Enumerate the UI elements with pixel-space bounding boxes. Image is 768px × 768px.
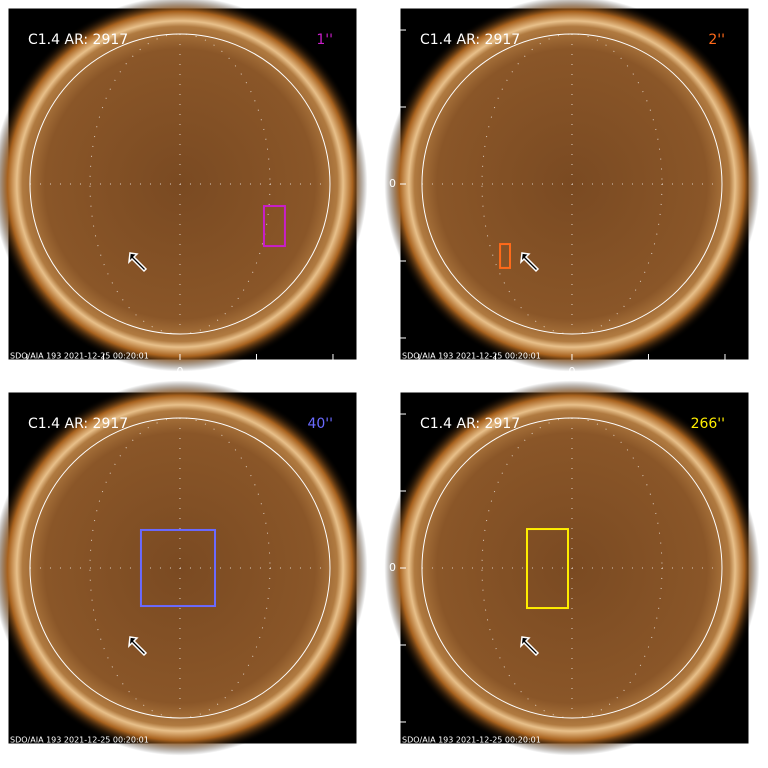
y-tick-label: 1000 [368, 407, 396, 420]
region-box [139, 528, 217, 608]
footer: SDO/AIA 193 2021-12-25 00:20:01 [10, 352, 149, 361]
region-box [262, 205, 286, 248]
y-tick-label: 0 [389, 177, 396, 190]
arrow [128, 252, 148, 273]
y-tick-label: -1000 [364, 331, 396, 344]
y-tick-label: -500 [371, 254, 396, 267]
sun-image [0, 0, 368, 372]
panel-title: C1.4 AR: 2917 [420, 416, 520, 432]
sun-image [384, 0, 760, 372]
panel: C1.4 AR: 2917 266'' SDO/AIA 193 2021-12-25… [364, 380, 760, 756]
y-tick-label: -1000 [364, 715, 396, 728]
arrow [520, 636, 540, 657]
region-box [499, 243, 512, 269]
x-tick-label: 0 [176, 365, 183, 378]
footer: SDO/AIA 193 2021-12-25 00:20:01 [10, 736, 149, 745]
panel-tag: 40'' [307, 416, 333, 432]
panel-title: C1.4 AR: 2917 [28, 32, 128, 48]
y-tick-label: -500 [371, 638, 396, 651]
region-box [525, 528, 569, 610]
arrow [520, 252, 540, 273]
y-tick-label: 500 [375, 484, 396, 497]
x-tick-label: -1000 [11, 365, 43, 378]
arrow [128, 636, 148, 657]
footer: SDO/AIA 193 2021-12-25 00:20:01 [402, 352, 541, 361]
panel: C1.4 AR: 2917 1'' SDO/AIA 193 2021-12-25 0… [0, 0, 368, 378]
panel-title: C1.4 AR: 2917 [420, 32, 520, 48]
x-tick-label: 1000 [319, 365, 347, 378]
x-tick-label: -500 [483, 365, 508, 378]
footer: SDO/AIA 193 2021-12-25 00:20:01 [402, 736, 541, 745]
panel: C1.4 AR: 2917 2'' SDO/AIA 193 2021-12-25 0… [364, 0, 760, 378]
y-tick-label: 0 [389, 561, 396, 574]
panel: C1.4 AR: 2917 40'' SDO/AIA 193 2021-12-25 … [0, 380, 368, 756]
panel-tag: 1'' [316, 32, 333, 48]
y-tick-label: 500 [375, 100, 396, 113]
sun-image [0, 380, 368, 756]
y-tick-label: 1000 [368, 23, 396, 36]
x-tick-label: -500 [91, 365, 116, 378]
panel-tag: 2'' [708, 32, 725, 48]
panel-tag: 266'' [691, 416, 725, 432]
x-tick-label: 1000 [711, 365, 739, 378]
x-tick-label: -1000 [403, 365, 435, 378]
x-tick-label: 0 [568, 365, 575, 378]
x-tick-label: 500 [638, 365, 659, 378]
panel-title: C1.4 AR: 2917 [28, 416, 128, 432]
x-tick-label: 500 [246, 365, 267, 378]
